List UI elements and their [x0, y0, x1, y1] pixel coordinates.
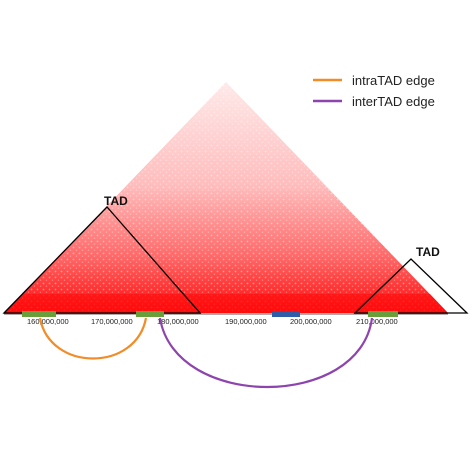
genome-axis-ticks: 160,000,000 170,000,000 180,000,000 190,…: [27, 317, 398, 326]
tick-label: 210,000,000: [356, 317, 398, 326]
tick-label: 200,000,000: [290, 317, 332, 326]
segment-right-tad-anchor: [368, 311, 398, 317]
intertad-edge-arc: [158, 317, 374, 389]
segment-intratad-anchor: [136, 311, 164, 317]
segment-left-tad-anchor: [22, 311, 56, 317]
heatmap-diagonal-band: [4, 294, 448, 313]
tick-label: 160,000,000: [27, 317, 69, 326]
heatmap-texture: [4, 82, 448, 313]
tick-label: 180,000,000: [157, 317, 199, 326]
tad-outline-left: [2, 206, 202, 314]
tad-outline-right: [353, 258, 469, 314]
intratad-edge-arc: [38, 317, 148, 360]
legend-label-intertad: interTAD edge: [352, 94, 435, 109]
legend-label-intratad: intraTAD edge: [352, 73, 435, 88]
tick-label: 170,000,000: [91, 317, 133, 326]
legend: intraTAD edge interTAD edge: [313, 73, 435, 109]
tick-label: 190,000,000: [225, 317, 267, 326]
hic-heatmap: [4, 82, 448, 313]
tad-label-right: TAD: [416, 245, 440, 259]
segment-blue-region: [272, 311, 300, 317]
tad-label-left: TAD: [104, 194, 128, 208]
